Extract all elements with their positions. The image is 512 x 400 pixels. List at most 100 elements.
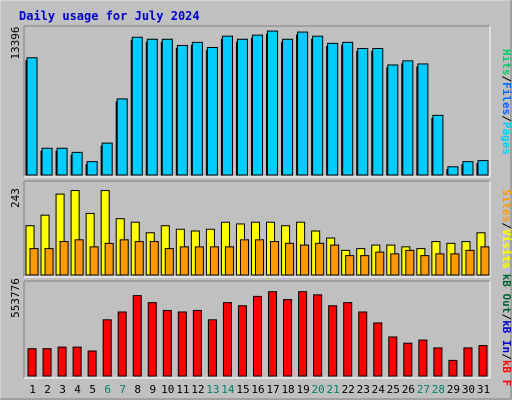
x-tick-label: 23 bbox=[357, 383, 370, 396]
x-axis-day-labels: 1 2 3 4 5 6 7 8 9 10 11 12 13 14 15 16 17 18 19 20 21 22 23 24 2… bbox=[29, 383, 490, 396]
y-max-label-1: 13396 bbox=[9, 26, 22, 59]
sites-bar-17 bbox=[270, 241, 280, 276]
kbf-bar-29 bbox=[448, 359, 458, 377]
pages-bar-9 bbox=[146, 38, 158, 176]
sites-bar-27 bbox=[420, 255, 430, 276]
kbf-bar-2 bbox=[42, 348, 52, 377]
x-tick-label: 5 bbox=[89, 383, 96, 396]
sites-bar-15 bbox=[239, 239, 249, 276]
pages-bar-23 bbox=[357, 48, 369, 176]
x-tick-label: 18 bbox=[281, 383, 294, 396]
kbf-bar-22 bbox=[343, 302, 353, 377]
sites-bar-22 bbox=[345, 255, 355, 276]
pages-bar-16 bbox=[251, 34, 264, 176]
kbf-bar-12 bbox=[192, 309, 202, 377]
kbf-bar-9 bbox=[147, 302, 157, 377]
x-tick-label: 27 bbox=[417, 383, 430, 396]
kbf-bar-25 bbox=[388, 336, 398, 377]
kbf-bar-4 bbox=[72, 346, 82, 377]
legend-entry: Hits bbox=[500, 49, 512, 76]
legend-1: Hits/Files/Pages bbox=[500, 49, 512, 155]
x-tick-label: 2 bbox=[44, 383, 51, 396]
kbf-bar-18 bbox=[283, 299, 293, 377]
panel-1: 13396 Hits/Files/Pages bbox=[9, 25, 512, 178]
sites-bar-25 bbox=[390, 253, 400, 276]
y-max-label-2: 243 bbox=[9, 188, 22, 208]
pages-bar-14 bbox=[221, 35, 233, 176]
x-tick-label: 14 bbox=[221, 383, 235, 396]
pages-bar-29 bbox=[447, 166, 459, 176]
legend-3: kB Out/kB In/kB F bbox=[500, 274, 512, 387]
sites-bar-28 bbox=[435, 253, 445, 276]
x-tick-label: 25 bbox=[387, 383, 400, 396]
pages-bar-20 bbox=[312, 35, 324, 176]
kbf-bar-6 bbox=[102, 319, 112, 377]
x-tick-label: 29 bbox=[447, 383, 460, 396]
sites-bar-5 bbox=[89, 246, 99, 276]
x-tick-label: 9 bbox=[149, 383, 156, 396]
sites-bar-20 bbox=[315, 242, 325, 276]
pages-bar-21 bbox=[327, 42, 339, 176]
pages-bar-22 bbox=[342, 41, 354, 176]
pages-bar-5 bbox=[86, 161, 98, 176]
kbf-bar-5 bbox=[87, 350, 97, 377]
sites-bar-14 bbox=[224, 246, 234, 276]
sites-bar-30 bbox=[465, 249, 475, 276]
sites-bar-2 bbox=[44, 248, 54, 276]
sites-bar-4 bbox=[74, 239, 84, 276]
pages-bar-10 bbox=[161, 38, 173, 176]
kbf-bar-30 bbox=[463, 347, 473, 377]
pages-bar-7 bbox=[116, 98, 128, 176]
kbf-bar-11 bbox=[177, 311, 187, 377]
sites-bar-23 bbox=[360, 255, 370, 276]
kbf-bar-23 bbox=[358, 311, 368, 377]
x-tick-label: 26 bbox=[402, 383, 415, 396]
pages-bar-25 bbox=[387, 64, 399, 176]
chart-title: Daily usage for July 2024 bbox=[19, 9, 200, 23]
kbf-bar-8 bbox=[132, 295, 142, 377]
sites-bar-24 bbox=[375, 251, 385, 276]
pages-bar-6 bbox=[101, 142, 113, 176]
x-tick-label: 22 bbox=[342, 383, 355, 396]
x-tick-label: 20 bbox=[312, 383, 325, 396]
legend-entry: Sites bbox=[500, 189, 512, 222]
kbf-bar-27 bbox=[418, 339, 428, 377]
x-tick-label: 11 bbox=[176, 383, 189, 396]
sites-bar-11 bbox=[179, 246, 189, 276]
x-tick-label: 1 bbox=[29, 383, 36, 396]
kbf-bar-10 bbox=[162, 309, 172, 377]
kbf-bar-20 bbox=[313, 294, 323, 377]
pages-bar-3 bbox=[56, 147, 68, 176]
kbf-bar-7 bbox=[117, 311, 127, 377]
x-tick-label: 8 bbox=[134, 383, 141, 396]
x-tick-label: 31 bbox=[477, 383, 490, 396]
sites-bar-8 bbox=[134, 241, 144, 276]
y-max-label-3: 553776 bbox=[9, 278, 22, 318]
kbf-bar-26 bbox=[403, 342, 413, 377]
x-tick-label: 12 bbox=[191, 383, 204, 396]
x-tick-label: 13 bbox=[206, 383, 219, 396]
x-tick-label: 10 bbox=[161, 383, 174, 396]
sites-bar-9 bbox=[149, 241, 159, 276]
sites-bar-6 bbox=[104, 242, 114, 276]
panel-2: 243 Sites/Visits bbox=[9, 180, 512, 278]
x-tick-label: 6 bbox=[104, 383, 111, 396]
sites-bar-19 bbox=[300, 244, 310, 276]
x-tick-label: 19 bbox=[296, 383, 309, 396]
kbf-bar-24 bbox=[373, 322, 383, 377]
pages-bar-19 bbox=[297, 31, 309, 176]
pages-bar-24 bbox=[372, 48, 384, 176]
legend-entry: Pages bbox=[500, 122, 512, 155]
pages-bar-26 bbox=[402, 60, 414, 176]
x-tick-label: 21 bbox=[327, 383, 340, 396]
sites-bar-26 bbox=[405, 249, 415, 276]
x-tick-label: 28 bbox=[432, 383, 445, 396]
panel-3: 553776 kB Out/kB In/kB F bbox=[9, 274, 512, 387]
x-tick-label: 16 bbox=[251, 383, 264, 396]
x-tick-label: 30 bbox=[462, 383, 475, 396]
kbf-bar-14 bbox=[222, 302, 232, 377]
pages-bar-4 bbox=[71, 151, 83, 176]
pages-bar-31 bbox=[477, 160, 489, 176]
legend-entry: Files bbox=[500, 82, 512, 115]
